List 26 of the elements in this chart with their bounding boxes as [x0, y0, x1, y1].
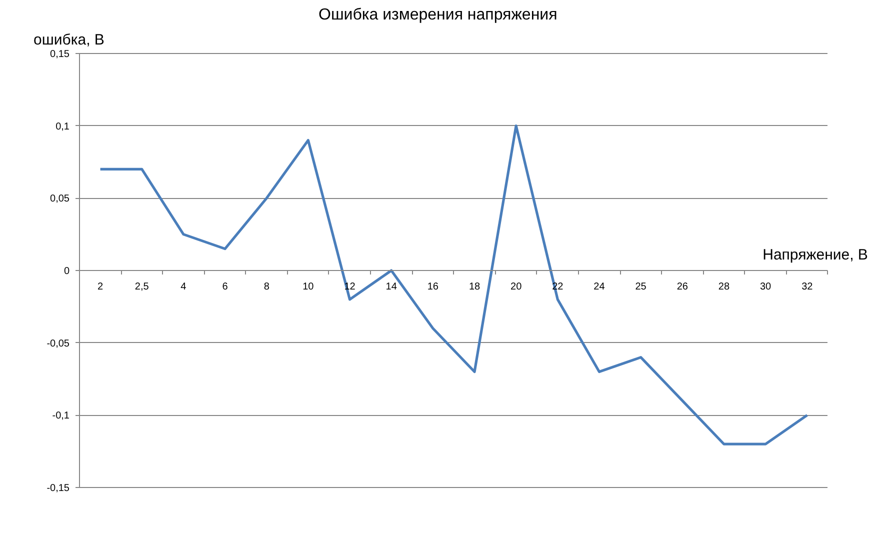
x-tick-label: 20	[510, 282, 522, 292]
x-tick-label: 8	[264, 282, 270, 292]
x-tick-label: 24	[594, 282, 606, 292]
x-tick-label: 16	[427, 282, 439, 292]
y-axis-title: ошибка, В	[34, 32, 104, 48]
y-tick-label: -0,15	[46, 483, 70, 494]
x-tick-label: 26	[676, 282, 688, 292]
x-tick-label: 28	[718, 282, 730, 292]
x-tick-label: 30	[760, 282, 772, 292]
x-tick-label: 2	[98, 282, 104, 292]
y-tick-label: 0,1	[56, 121, 70, 132]
x-tick-label: 6	[222, 282, 228, 292]
x-tick-label: 18	[468, 282, 480, 292]
x-tick-label: 2,5	[134, 282, 150, 292]
x-axis-title: Напряжение, В	[762, 246, 868, 264]
y-tick-label: 0,05	[50, 194, 70, 205]
chart-title: Ошибка измерения напряжения	[318, 6, 558, 24]
y-tick-label: 0	[64, 266, 70, 277]
y-tick-label: 0,15	[50, 49, 70, 60]
y-tick-label: -0,1	[52, 410, 70, 422]
x-tick-label: 10	[302, 282, 314, 292]
x-tick-label: 14	[386, 282, 398, 292]
x-tick-label: 25	[635, 282, 647, 292]
y-tick-label: -0,05	[46, 338, 70, 350]
x-tick-label: 4	[180, 282, 187, 292]
x-tick-label: 32	[802, 282, 814, 292]
